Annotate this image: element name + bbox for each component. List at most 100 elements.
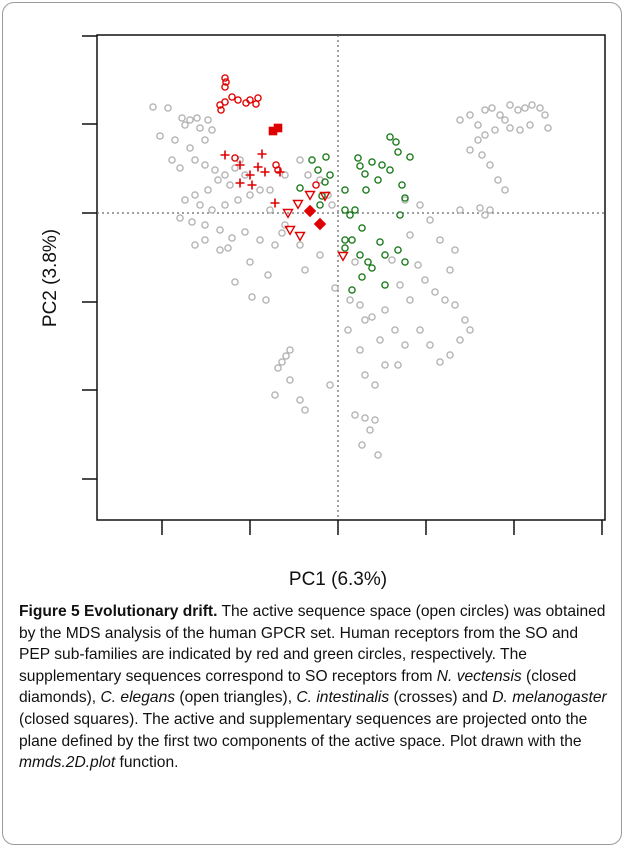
point [356, 251, 364, 259]
point [386, 166, 394, 174]
point [214, 176, 222, 184]
point [341, 206, 349, 214]
point [362, 186, 370, 194]
point [521, 104, 529, 112]
point [281, 221, 289, 229]
caption: Figure 5 Evolutionary drift. The active … [19, 601, 611, 774]
point [354, 154, 362, 162]
caption-label: Figure 5 Evolutionary drift. [19, 603, 218, 620]
point [234, 96, 242, 104]
point [486, 161, 494, 169]
point [386, 133, 394, 141]
point [186, 116, 194, 124]
point [221, 83, 229, 91]
point [314, 166, 322, 174]
caption-italic: C. elegans [100, 689, 176, 707]
cross-point [235, 160, 245, 170]
point [368, 158, 376, 166]
point [486, 206, 494, 214]
point [536, 104, 544, 112]
point [391, 326, 399, 334]
point [221, 74, 229, 82]
point [394, 148, 402, 156]
point [394, 246, 402, 254]
point [371, 416, 379, 424]
point [196, 201, 204, 209]
point [488, 104, 496, 112]
point [491, 126, 499, 134]
point [356, 346, 364, 354]
point [361, 414, 369, 422]
point [301, 406, 309, 414]
point [358, 273, 366, 281]
point [394, 361, 402, 369]
point [348, 286, 356, 294]
triangle-point [304, 190, 316, 201]
point [381, 281, 389, 289]
x-axis-label: PC1 (6.3%) [289, 569, 387, 590]
point [278, 229, 286, 237]
point [466, 146, 474, 154]
point [178, 114, 186, 122]
caption-text: (closed squares). The active and supplem… [19, 710, 588, 750]
point [274, 166, 282, 174]
point [241, 228, 249, 236]
point [416, 201, 424, 209]
point [224, 244, 232, 252]
point [358, 441, 366, 449]
point [506, 124, 514, 132]
point [256, 186, 264, 194]
point [416, 326, 424, 334]
point [211, 166, 219, 174]
point [401, 341, 409, 349]
point [376, 336, 384, 344]
point [361, 316, 369, 324]
point [221, 171, 229, 179]
point [396, 211, 404, 219]
point [266, 206, 274, 214]
point [346, 211, 354, 219]
plot-frame [96, 34, 606, 521]
point [541, 111, 549, 119]
point [374, 451, 382, 459]
point [308, 156, 316, 164]
point [451, 246, 459, 254]
point [478, 151, 486, 159]
point [186, 144, 194, 152]
point [252, 100, 260, 108]
point [312, 181, 320, 189]
point [321, 178, 329, 186]
point [366, 426, 374, 434]
point [168, 156, 176, 164]
point [528, 101, 536, 109]
point [286, 376, 294, 384]
point [476, 204, 484, 212]
point [401, 194, 409, 202]
point [398, 181, 406, 189]
point [396, 281, 404, 289]
caption-italic: N. vectensis [436, 667, 522, 685]
point [341, 236, 349, 244]
point [248, 293, 256, 301]
caption-text: function. [115, 754, 179, 772]
point [406, 296, 414, 304]
cross-point [235, 178, 245, 188]
point [304, 171, 312, 179]
point [431, 288, 439, 296]
point [374, 176, 382, 184]
triangle-point [319, 191, 331, 202]
point [201, 136, 209, 144]
point [246, 191, 254, 199]
point [356, 162, 364, 170]
point [474, 121, 482, 129]
point [216, 246, 224, 254]
point [466, 111, 474, 119]
point [341, 186, 349, 194]
point [331, 284, 339, 292]
point [164, 104, 172, 112]
square-point [268, 126, 278, 136]
point [246, 258, 254, 266]
point [181, 196, 189, 204]
point [406, 153, 414, 161]
